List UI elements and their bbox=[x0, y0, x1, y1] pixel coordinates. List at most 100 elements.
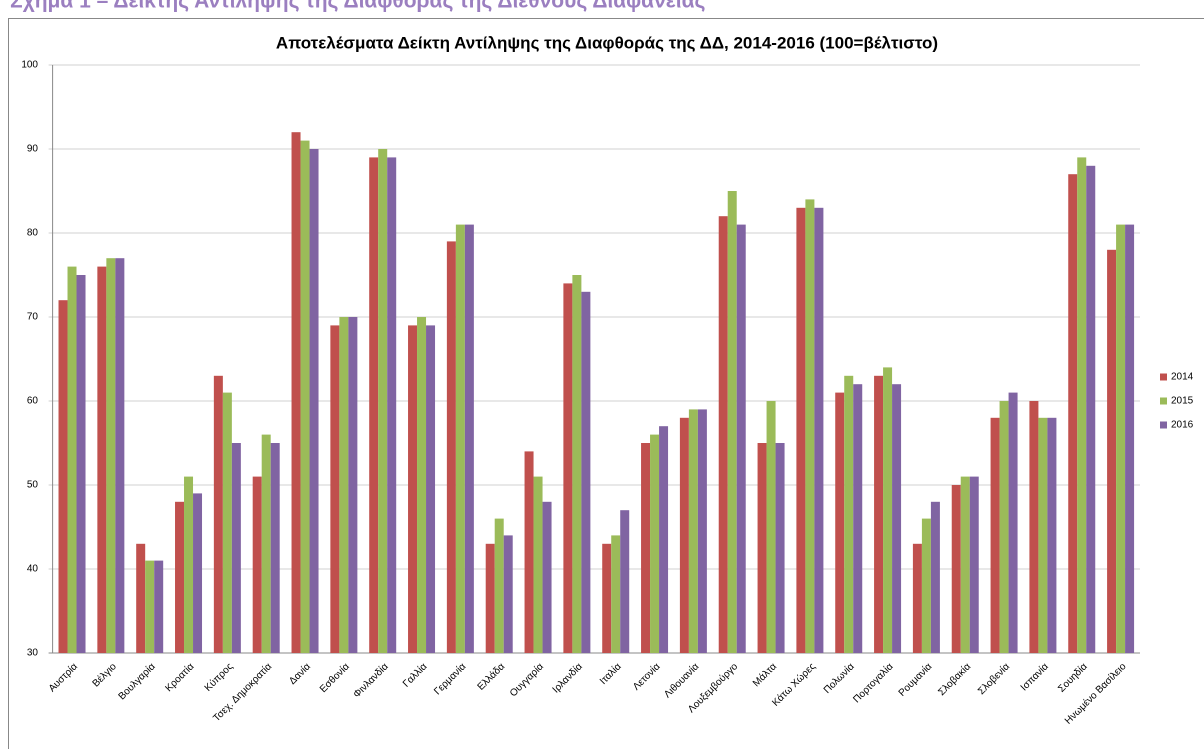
bar bbox=[534, 477, 543, 653]
x-tick-label: Δανία bbox=[287, 660, 314, 687]
bar bbox=[495, 519, 504, 653]
bar bbox=[698, 409, 707, 653]
legend-label: 2014 bbox=[1171, 372, 1194, 383]
bar bbox=[853, 384, 862, 653]
x-tick-label: Ιρλανδία bbox=[550, 660, 585, 695]
y-tick-label: 50 bbox=[27, 480, 39, 491]
heading: Σχήμα 1 – Δείκτης Αντίληψης της Διαφθορά… bbox=[10, 0, 705, 13]
bar bbox=[913, 544, 922, 653]
bar bbox=[689, 409, 698, 653]
bar bbox=[970, 477, 979, 653]
bar bbox=[417, 317, 426, 653]
bar bbox=[611, 535, 620, 653]
bar bbox=[253, 477, 262, 653]
y-tick-label: 90 bbox=[27, 144, 39, 155]
bar bbox=[719, 216, 728, 653]
bar bbox=[232, 443, 241, 653]
bar bbox=[620, 510, 629, 653]
bar bbox=[602, 544, 611, 653]
bar bbox=[543, 502, 552, 653]
legend-label: 2016 bbox=[1171, 420, 1194, 431]
bar bbox=[1029, 401, 1038, 653]
x-tick-label: Ιταλία bbox=[597, 660, 624, 687]
bar bbox=[892, 384, 901, 653]
x-tick-label: Ρουμανία bbox=[896, 660, 935, 699]
x-tick-label: Γαλλία bbox=[400, 660, 429, 689]
bar bbox=[581, 292, 590, 653]
bar bbox=[1107, 250, 1116, 653]
x-tick-label: Βέλγιο bbox=[90, 660, 119, 689]
bar bbox=[447, 241, 456, 653]
x-tick-label: Κροατία bbox=[163, 660, 197, 694]
bar bbox=[68, 267, 77, 653]
bar bbox=[525, 451, 534, 653]
bar bbox=[874, 376, 883, 653]
x-tick-label: Βουλγαρία bbox=[116, 660, 158, 702]
x-tick-label: Σλοβενία bbox=[975, 660, 1012, 697]
bar bbox=[369, 157, 378, 653]
bar bbox=[758, 443, 767, 653]
y-tick-label: 80 bbox=[27, 228, 39, 239]
x-tick-label: Ισπανία bbox=[1018, 660, 1051, 693]
bar bbox=[175, 502, 184, 653]
bar bbox=[115, 258, 124, 653]
x-tick-label: Λιθουανία bbox=[662, 660, 702, 700]
bar bbox=[922, 519, 931, 653]
bar bbox=[814, 208, 823, 653]
bar bbox=[339, 317, 348, 653]
bar bbox=[737, 225, 746, 653]
bar bbox=[301, 141, 310, 653]
bar bbox=[330, 325, 339, 653]
bar bbox=[650, 435, 659, 653]
bar bbox=[641, 443, 650, 653]
bar bbox=[835, 393, 844, 653]
x-tick-label: Ελλάδα bbox=[475, 660, 507, 692]
bar bbox=[680, 418, 689, 653]
x-tick-label: Πορτογαλία bbox=[851, 660, 896, 705]
bar bbox=[387, 157, 396, 653]
y-tick-label: 40 bbox=[27, 564, 39, 575]
legend-swatch bbox=[1160, 422, 1167, 429]
bar bbox=[59, 300, 68, 653]
bar bbox=[348, 317, 357, 653]
x-tick-label: Γερμανία bbox=[431, 660, 468, 697]
bar bbox=[1047, 418, 1056, 653]
x-tick-label: Εσθονία bbox=[317, 660, 352, 695]
y-tick-label: 100 bbox=[21, 60, 38, 71]
x-tick-label: Λετονία bbox=[630, 660, 662, 692]
chart-title: Αποτελέσματα Δείκτη Αντίληψης της Διαφθο… bbox=[276, 33, 938, 52]
legend-label: 2015 bbox=[1171, 396, 1194, 407]
bar bbox=[572, 275, 581, 653]
x-tick-label: Σουηδία bbox=[1056, 660, 1090, 694]
bar bbox=[456, 225, 465, 653]
y-tick-label: 30 bbox=[27, 648, 39, 659]
bar bbox=[1038, 418, 1047, 653]
bar bbox=[796, 208, 805, 653]
bar bbox=[952, 485, 961, 653]
bar bbox=[193, 493, 202, 653]
bar bbox=[961, 477, 970, 653]
y-tick-label: 70 bbox=[27, 312, 39, 323]
bar bbox=[145, 561, 154, 653]
bar bbox=[378, 149, 387, 653]
bar bbox=[1086, 166, 1095, 653]
bar bbox=[184, 477, 193, 653]
x-tick-label: Φινλανδία bbox=[351, 660, 391, 700]
bar bbox=[931, 502, 940, 653]
bar bbox=[767, 401, 776, 653]
bar bbox=[310, 149, 319, 653]
x-tick-label: Μάλτα bbox=[750, 660, 779, 689]
bar bbox=[223, 393, 232, 653]
legend-swatch bbox=[1160, 374, 1167, 381]
bar bbox=[776, 443, 785, 653]
bar bbox=[292, 132, 301, 653]
bar bbox=[844, 376, 853, 653]
bar bbox=[97, 267, 106, 653]
bar bbox=[1000, 401, 1009, 653]
bar bbox=[465, 225, 474, 653]
bar bbox=[262, 435, 271, 653]
bar bbox=[504, 535, 513, 653]
bar bbox=[106, 258, 115, 653]
bar bbox=[1068, 174, 1077, 653]
